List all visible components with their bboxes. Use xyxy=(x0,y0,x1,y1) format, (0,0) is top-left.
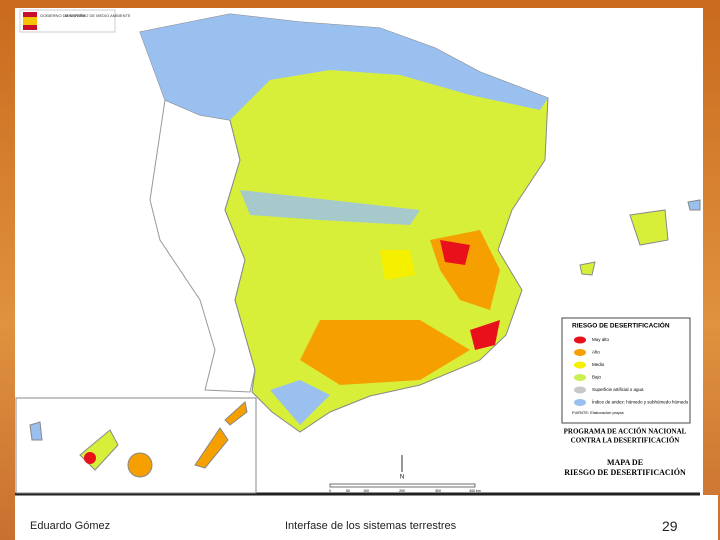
scale-label: 400 km xyxy=(469,489,481,493)
humid-zone xyxy=(240,190,420,225)
island xyxy=(629,209,669,246)
legend-label: Bajo xyxy=(592,375,602,380)
risk-very-high xyxy=(440,240,470,265)
legend-label: Índice de aridez: húmedo y subhúmedo húm… xyxy=(592,399,689,405)
island xyxy=(224,401,248,426)
footer-bar xyxy=(15,495,718,540)
north-label: N xyxy=(400,475,404,481)
island xyxy=(29,421,43,441)
legend-box xyxy=(561,317,691,424)
legend-source: FUENTE: Elaboración propia xyxy=(572,410,624,415)
logo-box xyxy=(19,9,116,33)
island xyxy=(127,452,153,478)
risk-medium xyxy=(380,250,415,280)
program-title: PROGRAMA DE ACCIÓN NACIONAL xyxy=(564,428,687,436)
map-title: MAPA DE xyxy=(607,458,643,467)
risk-very-high xyxy=(84,452,96,464)
logo-emblem xyxy=(23,17,37,25)
legend-swatch xyxy=(574,349,586,356)
legend-label: Muy alto xyxy=(592,337,610,342)
footer-course: Interfase de los sistemas terrestres xyxy=(285,520,457,532)
page-number: 29 xyxy=(662,518,678,534)
footer-author: Eduardo Gómez xyxy=(30,520,111,532)
scale-label: 200 xyxy=(399,489,405,493)
humid-zone xyxy=(270,380,330,425)
island xyxy=(194,427,229,469)
scale-bar xyxy=(329,483,476,488)
scale-label: 0 xyxy=(329,489,331,493)
risk-high xyxy=(300,320,470,385)
legend-swatch xyxy=(574,386,586,394)
legend-label: Alto xyxy=(592,350,600,355)
legend-swatch xyxy=(574,399,586,406)
logo-text: GOBIERNO DE ESPAÑA xyxy=(40,13,86,18)
risk-very-high xyxy=(470,320,500,350)
map-title: RIESGO DE DESERTIFICACIÓN xyxy=(564,467,686,477)
humid-zone xyxy=(140,14,548,120)
legend-swatch xyxy=(574,336,586,344)
island xyxy=(579,261,596,276)
island xyxy=(687,199,701,211)
legend-title: RIESGO DE DESERTIFICACIÓN xyxy=(572,321,670,330)
legend-label: Medio xyxy=(592,362,605,367)
logo-text: MINISTERIO DE MEDIO AMBIENTE xyxy=(65,13,131,18)
legend-swatch xyxy=(574,361,586,369)
legend-label: Superficie artificial o agua xyxy=(592,387,644,392)
scale-label: 300 xyxy=(435,489,441,493)
program-title: CONTRA LA DESERTIFICACIÓN xyxy=(571,437,680,445)
scale-label: 50 xyxy=(346,489,350,493)
scale-label: 100 xyxy=(363,489,369,493)
legend-swatch xyxy=(574,374,586,381)
